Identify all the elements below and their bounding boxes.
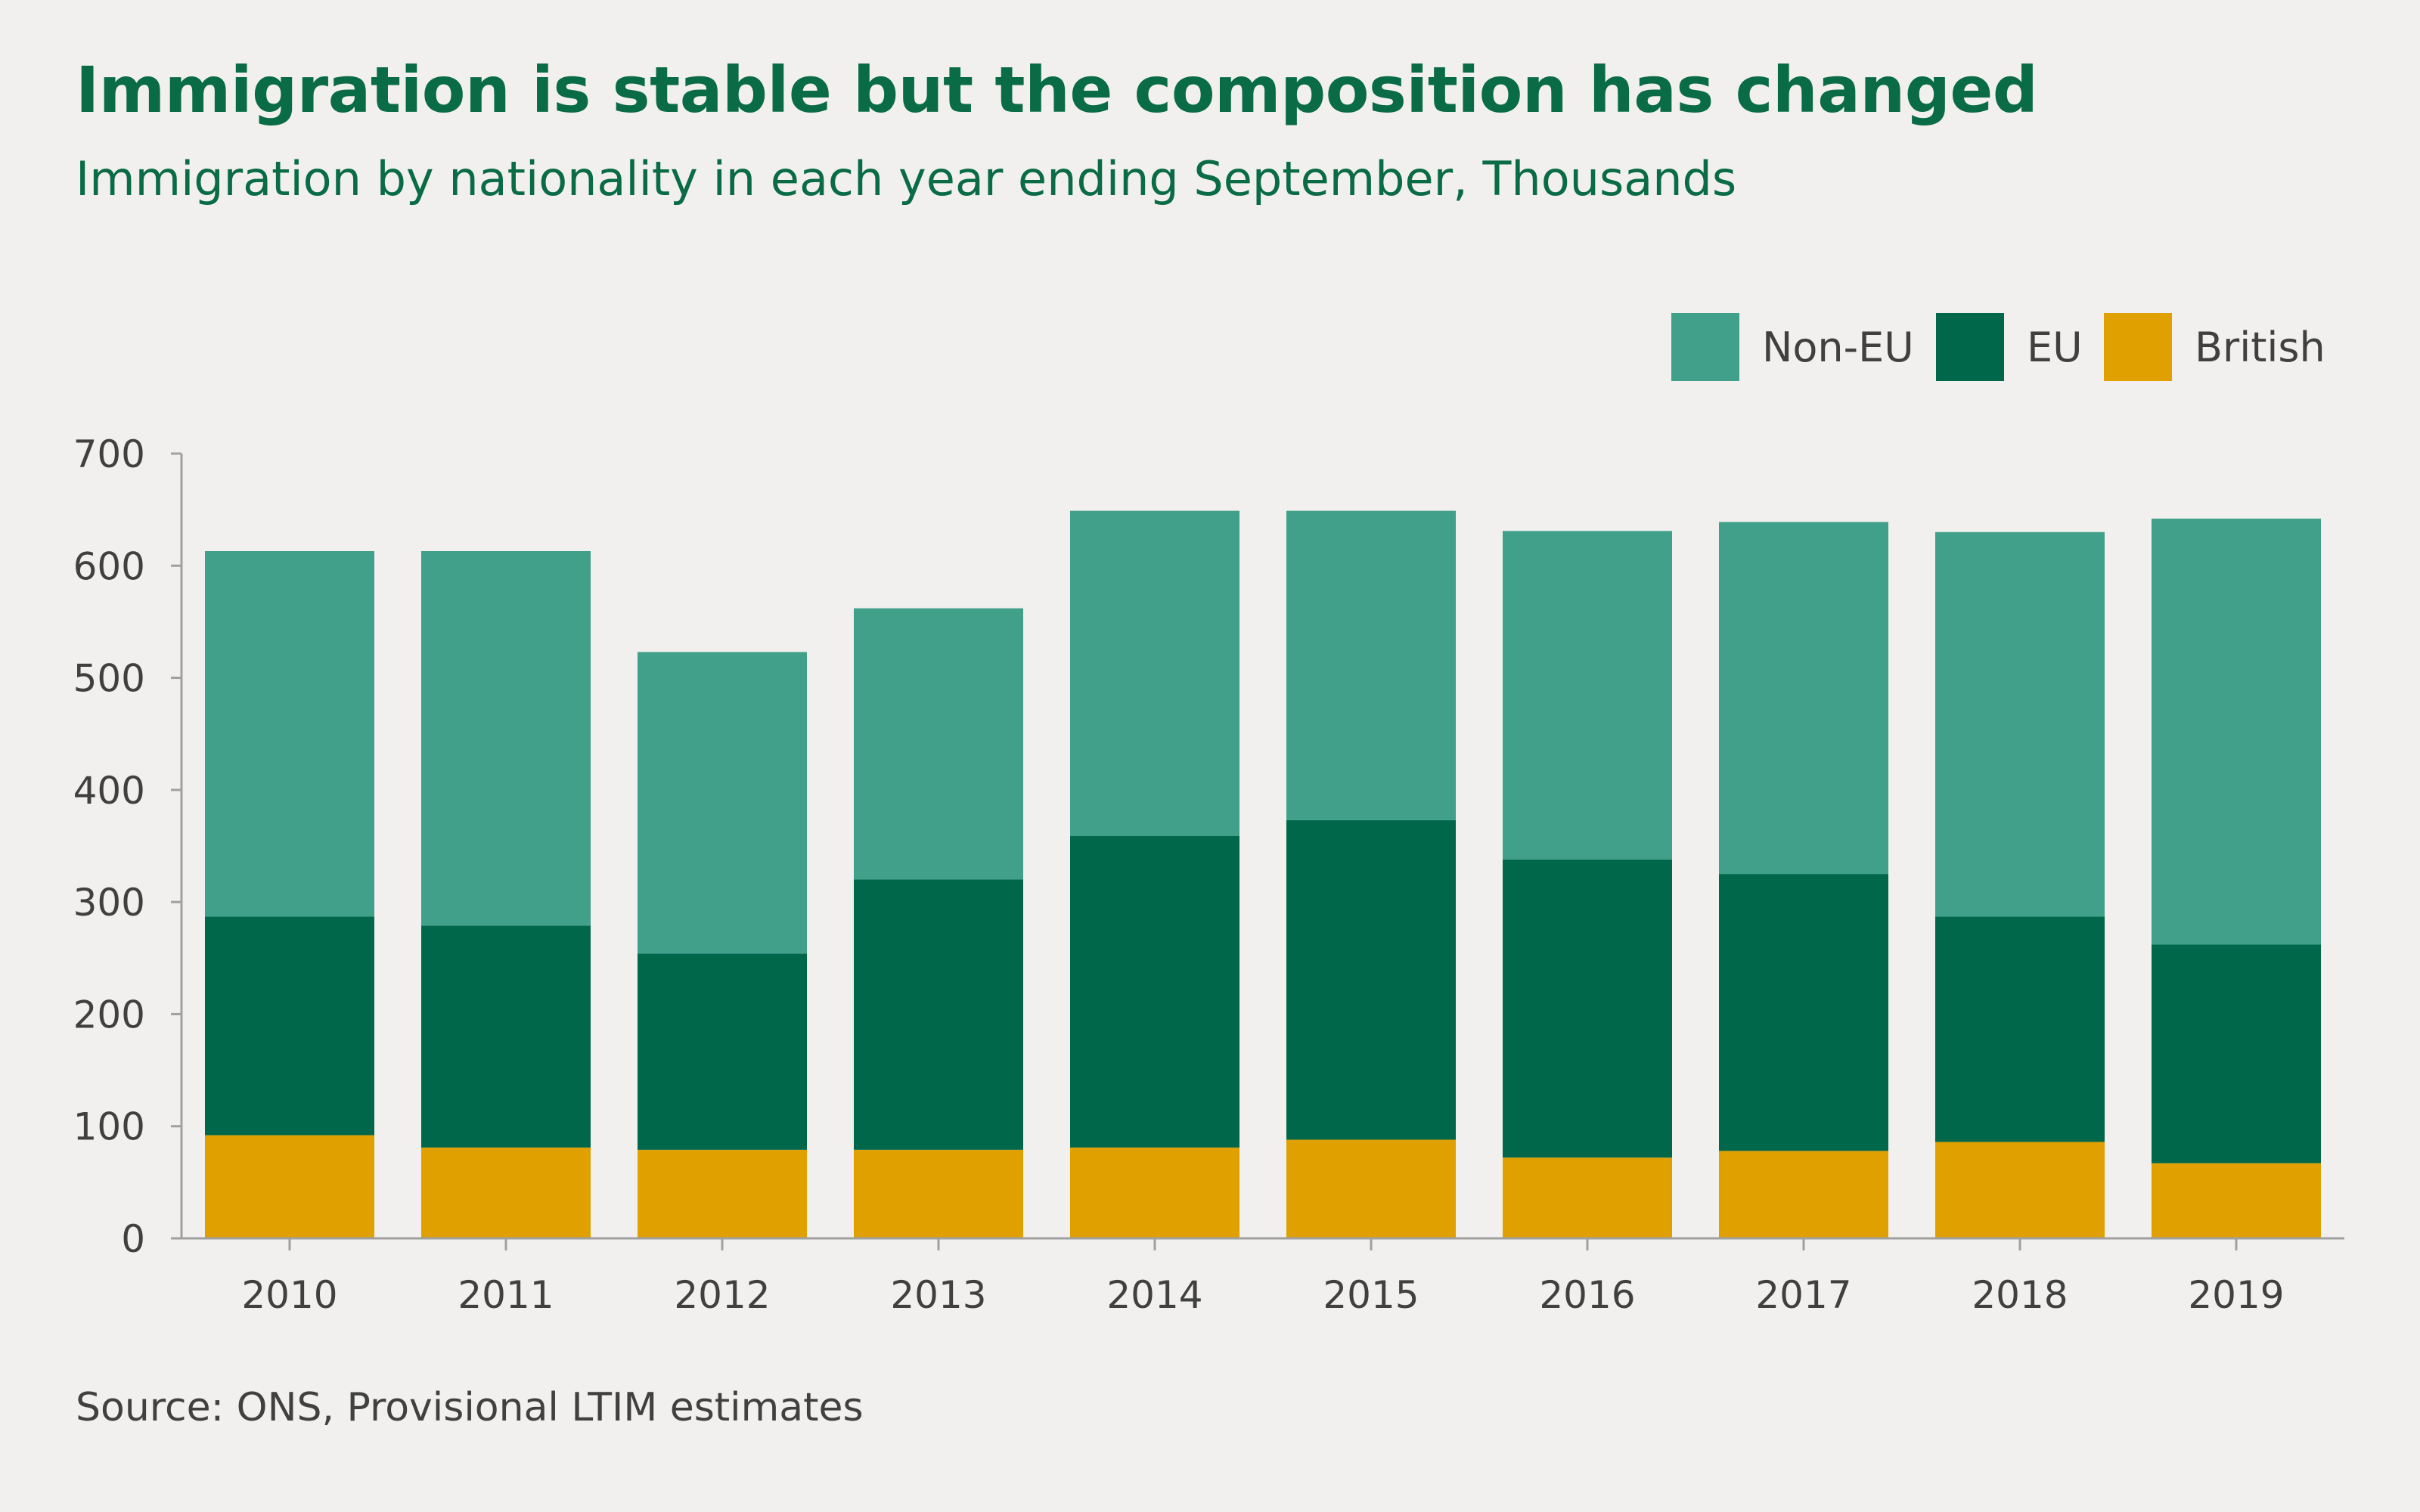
bar-segment-eu-2013 xyxy=(854,879,1023,1150)
bar-group-2010 xyxy=(205,551,374,1238)
x-tick-label: 2011 xyxy=(458,1273,554,1317)
y-axis: 0 100 200 300 400 500 600 700 xyxy=(73,432,183,1261)
bar-segment-non-eu-2013 xyxy=(854,608,1023,880)
y-tick-label: 200 xyxy=(73,993,145,1036)
x-tick-label: 2018 xyxy=(1972,1273,2068,1317)
bar-segment-eu-2012 xyxy=(638,953,807,1150)
chart-title: Immigration is stable but the compositio… xyxy=(76,53,2038,127)
bar-segment-british-2012 xyxy=(638,1149,807,1238)
legend-item-eu: EU xyxy=(1936,313,2083,381)
bar-segment-non-eu-2018 xyxy=(1935,531,2105,917)
bar-segment-eu-2017 xyxy=(1719,874,1888,1151)
y-tick-label: 500 xyxy=(73,657,145,701)
bar-segment-eu-2019 xyxy=(2152,944,2321,1163)
x-tick-label: 2010 xyxy=(241,1273,337,1317)
bars xyxy=(205,510,2321,1238)
bar-segment-british-2010 xyxy=(205,1135,374,1238)
bar-group-2019 xyxy=(2152,519,2321,1238)
x-tick-label: 2016 xyxy=(1539,1273,1635,1317)
x-tick-label: 2014 xyxy=(1106,1273,1202,1317)
bar-segment-british-2018 xyxy=(1935,1142,2105,1238)
y-tick-label: 100 xyxy=(73,1105,145,1149)
bar-segment-british-2017 xyxy=(1719,1151,1888,1238)
legend-label: EU xyxy=(2027,324,2083,371)
y-tick-label: 400 xyxy=(73,769,145,813)
bar-segment-non-eu-2010 xyxy=(205,551,374,917)
legend-label: Non-EU xyxy=(1762,324,1914,371)
bar-segment-british-2016 xyxy=(1503,1157,1672,1238)
legend-swatch xyxy=(2104,313,2172,381)
bar-segment-eu-2014 xyxy=(1070,835,1239,1148)
x-axis: 2010 2011 2012 2013 2014 2015 2016 2017 2018 2019 xyxy=(182,1237,2344,1317)
bar-group-2012 xyxy=(638,652,807,1238)
legend-label: British xyxy=(2195,324,2325,371)
x-tick-label: 2015 xyxy=(1323,1273,1419,1317)
bar-group-2016 xyxy=(1503,531,1672,1238)
x-tick-label: 2019 xyxy=(2188,1273,2284,1317)
bar-segment-eu-2011 xyxy=(421,925,591,1148)
bar-segment-eu-2018 xyxy=(1935,916,2105,1142)
bar-group-2013 xyxy=(854,608,1023,1238)
bar-segment-eu-2015 xyxy=(1286,820,1456,1140)
source-note: Source: ONS, Provisional LTIM estimates xyxy=(76,1385,864,1430)
y-tick-label: 600 xyxy=(73,544,145,588)
bar-segment-british-2011 xyxy=(421,1147,591,1238)
bar-segment-non-eu-2019 xyxy=(2152,519,2321,945)
legend: Non-EU EU British xyxy=(1671,313,2325,381)
bar-segment-non-eu-2017 xyxy=(1719,522,1888,875)
bar-segment-non-eu-2011 xyxy=(421,551,591,926)
x-tick-label: 2012 xyxy=(674,1273,770,1317)
bar-group-2015 xyxy=(1286,510,1456,1238)
legend-item-british: British xyxy=(2104,313,2325,381)
bar-group-2017 xyxy=(1719,522,1888,1238)
bar-segment-eu-2010 xyxy=(205,916,374,1136)
legend-item-non-eu: Non-EU xyxy=(1671,313,1914,381)
bar-segment-eu-2016 xyxy=(1503,859,1672,1158)
y-tick-label: 700 xyxy=(73,432,145,476)
bar-segment-non-eu-2015 xyxy=(1286,510,1456,820)
x-tick-label: 2013 xyxy=(890,1273,986,1317)
bar-segment-british-2013 xyxy=(854,1149,1023,1238)
bar-segment-non-eu-2014 xyxy=(1070,510,1239,836)
bar-segment-british-2019 xyxy=(2152,1163,2321,1238)
bar-group-2018 xyxy=(1935,531,2105,1238)
y-tick-label: 0 xyxy=(121,1217,145,1261)
legend-swatch xyxy=(1936,313,2004,381)
x-tick-label: 2017 xyxy=(1755,1273,1851,1317)
bar-segment-british-2014 xyxy=(1070,1147,1239,1238)
y-tick-label: 300 xyxy=(73,881,145,925)
bar-group-2014 xyxy=(1070,510,1239,1238)
bar-segment-non-eu-2012 xyxy=(638,652,807,954)
legend-swatch xyxy=(1671,313,1739,381)
bar-segment-non-eu-2016 xyxy=(1503,531,1672,860)
chart-subtitle: Immigration by nationality in each year … xyxy=(76,151,1737,206)
bar-segment-british-2015 xyxy=(1286,1139,1456,1238)
bar-group-2011 xyxy=(421,551,591,1238)
